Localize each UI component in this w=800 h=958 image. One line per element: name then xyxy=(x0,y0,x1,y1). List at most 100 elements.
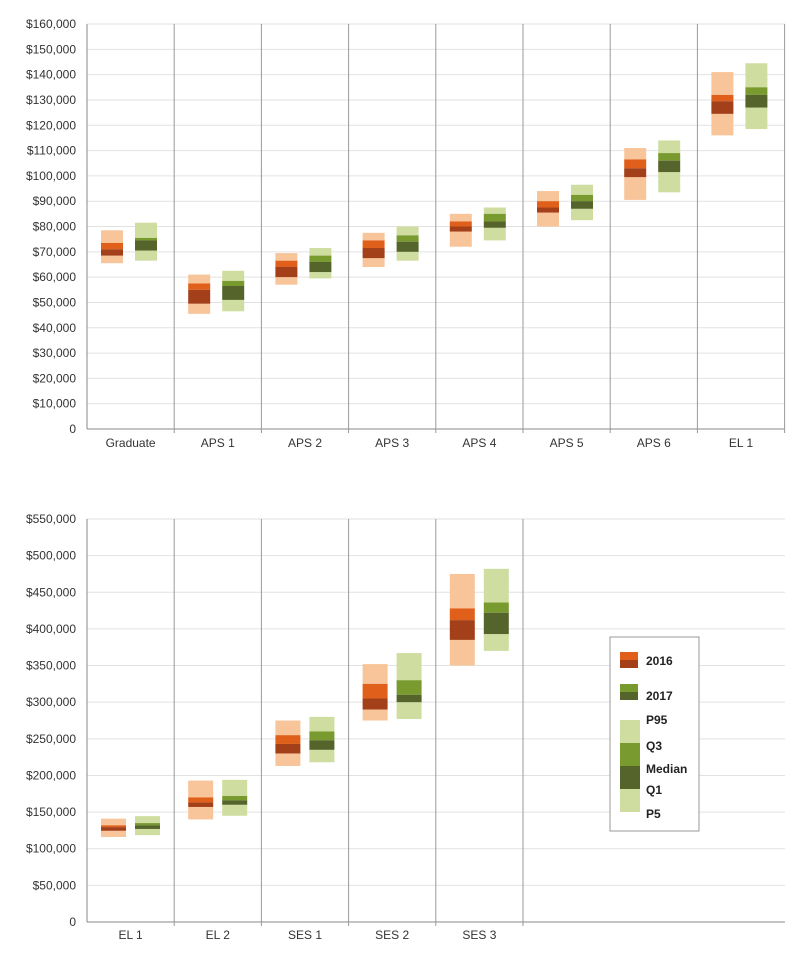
box-band-p5-q1 xyxy=(135,250,157,261)
box-band-q3-p95 xyxy=(222,270,245,281)
x-category-label: APS 6 xyxy=(637,436,671,450)
box-band-q3-p95 xyxy=(101,230,123,243)
box-band-q1-median xyxy=(483,612,509,635)
box-band-p5-q1 xyxy=(101,255,123,264)
box-band-p5-q1 xyxy=(396,251,419,261)
box-2017 xyxy=(222,270,245,312)
box-2017 xyxy=(135,222,157,261)
x-category-label: EL 1 xyxy=(729,436,754,450)
box-band-p5-q1 xyxy=(309,749,335,763)
y-tick-label: $350,000 xyxy=(26,659,76,673)
box-2016 xyxy=(624,148,647,200)
legend-swatch-p95 xyxy=(620,720,640,743)
box-band-p5-q1 xyxy=(362,258,385,267)
y-tick-label: $50,000 xyxy=(33,878,77,892)
box-band-p5-q1 xyxy=(658,172,681,193)
box-band-q3-p95 xyxy=(362,232,385,241)
y-tick-label: $400,000 xyxy=(26,622,76,636)
x-category-label: APS 5 xyxy=(550,436,584,450)
x-category-label: SES 2 xyxy=(375,928,409,942)
box-band-q3-p95 xyxy=(396,653,422,681)
box-band-q1-median xyxy=(135,825,160,829)
y-tick-label: 0 xyxy=(69,915,76,929)
box-band-p5-q1 xyxy=(483,227,506,241)
box-band-p5-q1 xyxy=(222,299,245,312)
y-tick-label: $90,000 xyxy=(33,194,77,208)
box-band-q3-p95 xyxy=(396,226,419,236)
y-tick-label: $160,000 xyxy=(26,17,76,31)
y-tick-label: $40,000 xyxy=(33,321,77,335)
box-band-median-q3 xyxy=(101,242,123,250)
legend-label-p95: P95 xyxy=(646,713,668,727)
box-band-p5-q1 xyxy=(101,830,126,838)
box-2016 xyxy=(449,213,472,247)
legend-swatch-q3 xyxy=(620,743,640,766)
x-category-label: APS 2 xyxy=(288,436,322,450)
box-band-q3-p95 xyxy=(188,780,214,798)
y-tick-label: $150,000 xyxy=(26,805,76,819)
box-band-q1-median xyxy=(188,289,211,304)
box-band-q1-median xyxy=(222,285,245,300)
box-band-median-q3 xyxy=(745,87,768,95)
legend: 2016 2017 P95 Q3 Median Q1 P5 xyxy=(609,636,700,832)
x-category-label: APS 1 xyxy=(201,436,235,450)
chart-entry-level: 0 $10,000 $20,000 $30,000 $40,000 $50,000 $60,… xyxy=(26,17,786,450)
legend-swatch-2016-q3 xyxy=(620,652,638,660)
box-band-q1-median xyxy=(483,221,506,228)
y-tick-label: $60,000 xyxy=(33,270,77,284)
y-tick-label: $130,000 xyxy=(26,93,76,107)
x-category-label: APS 3 xyxy=(375,436,409,450)
box-band-p5-q1 xyxy=(275,277,298,285)
box-2017 xyxy=(396,653,422,720)
box-band-median-q3 xyxy=(222,280,245,286)
x-category-label: Graduate xyxy=(106,436,156,450)
box-band-q3-p95 xyxy=(449,213,472,222)
box-2016 xyxy=(188,274,211,314)
y-tick-label: $550,000 xyxy=(26,512,76,526)
box-band-median-q3 xyxy=(135,823,160,826)
box-band-q3-p95 xyxy=(222,779,248,796)
x-category-label: SES 1 xyxy=(288,928,322,942)
box-2016 xyxy=(711,72,734,136)
box-band-median-q3 xyxy=(658,153,681,161)
box-band-p5-q1 xyxy=(396,702,422,720)
box-band-median-q3 xyxy=(275,260,298,267)
box-band-p5-q1 xyxy=(188,806,214,820)
legend-label-q3: Q3 xyxy=(646,739,662,753)
box-2016 xyxy=(101,818,126,838)
legend-label-q1: Q1 xyxy=(646,783,662,797)
box-band-median-q3 xyxy=(135,237,157,241)
box-band-median-q3 xyxy=(188,283,211,290)
box-band-p5-q1 xyxy=(135,828,160,836)
box-band-p5-q1 xyxy=(188,303,211,314)
box-band-median-q3 xyxy=(483,602,509,613)
x-category-label: SES 3 xyxy=(462,928,496,942)
box-band-q1-median xyxy=(571,201,593,209)
box-band-median-q3 xyxy=(222,795,248,801)
box-band-q1-median xyxy=(275,267,298,278)
y-tick-label: $50,000 xyxy=(33,295,77,309)
box-band-q3-p95 xyxy=(483,568,509,603)
box-band-q1-median xyxy=(745,94,768,108)
y-tick-label: 0 xyxy=(69,422,76,436)
box-band-median-q3 xyxy=(483,213,506,222)
box-2016 xyxy=(275,720,301,766)
box-2016 xyxy=(362,664,388,721)
box-band-median-q3 xyxy=(188,797,214,803)
box-band-q3-p95 xyxy=(711,72,734,95)
x-category-label: EL 1 xyxy=(118,928,143,942)
legend-label-median: Median xyxy=(646,762,687,776)
box-band-median-q3 xyxy=(362,240,385,249)
box-2017 xyxy=(483,568,509,651)
box-band-p5-q1 xyxy=(571,208,593,221)
box-band-median-q3 xyxy=(275,735,301,744)
box-band-q1-median xyxy=(222,800,248,805)
y-tick-label: $70,000 xyxy=(33,245,77,259)
box-band-q1-median xyxy=(309,740,335,750)
y-tick-label: $200,000 xyxy=(26,768,76,782)
box-2016 xyxy=(449,573,475,666)
box-band-q3-p95 xyxy=(309,716,335,732)
box-2016 xyxy=(537,191,559,227)
y-tick-label: $30,000 xyxy=(33,346,77,360)
